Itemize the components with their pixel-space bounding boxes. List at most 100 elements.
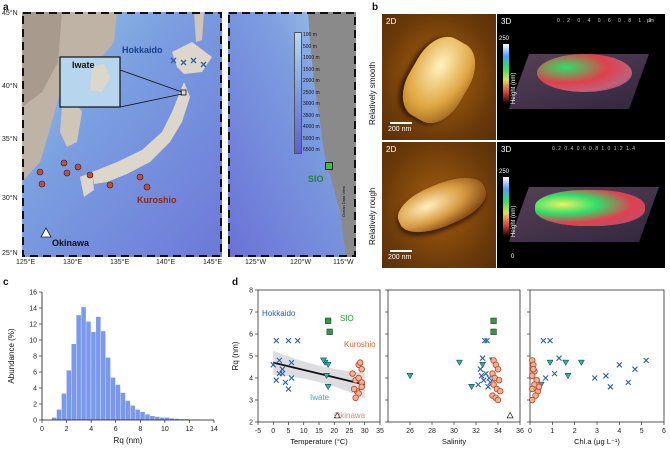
legend-iwate: Iwate [310,393,330,402]
depth-legend-labels: 100 m 500 m 1000 m 1500 m 2000 m 2500 m 3000 m… [303,32,320,153]
point-hokkaido [288,359,295,366]
scatter-y-label: Rq (nm) [231,341,240,370]
point-hokkaido [542,375,549,381]
cbar-max-1: 250 [499,36,510,42]
point-hokkaido [479,355,486,362]
point-hokkaido [285,337,292,344]
hist-bar [145,414,150,420]
hist-y-tick-label: 14 [29,306,37,313]
point-kuroshio [350,385,358,393]
bacterium-3d-rough [535,190,645,226]
scatter-x-tick-label: 10 [300,428,308,435]
scatter-x-tick-label: 28 [428,428,436,435]
scatter-x-tick-label: 0 [271,428,275,435]
map-label-sio: SIO [308,174,324,184]
height-colorbar-1 [503,44,509,104]
hist-x-tick-label: 14 [210,426,218,433]
hist-bar [81,307,86,420]
hist-y-tick-label: 4 [33,386,37,393]
point-hokkaido [276,370,283,377]
point-hokkaido [270,361,277,368]
lon-tick-115w: 115°W [333,259,354,266]
lon-tick-125e: 125°E [16,259,36,266]
bacterium-rough [391,168,493,242]
map-japan: Hokkaido Iwate Kuroshio Okinawa [22,12,222,257]
kuroshio-stations [36,159,151,191]
afm-2d-smooth: 2D 200 nm [382,14,496,140]
point-kuroshio [532,392,539,399]
hist-y-tick-label: 2 [33,402,37,409]
legend-okinawa: Okinawa [334,411,366,420]
scatter-x-tick-label: 25 [346,428,354,435]
point-hokkaido [643,357,650,364]
hist-x-tick-label: 8 [138,426,142,433]
scatter-y-tick-label: 3 [249,398,253,405]
panel-letter-d: d [232,277,239,288]
hist-bar [140,412,145,420]
point-hokkaido [279,366,286,373]
scatter-x-tick-label: 3 [595,428,599,435]
hist-bar [56,409,62,420]
scatter-x-tick-label: 30 [450,428,458,435]
scatter-x-tick-label: 32 [472,428,480,435]
point-kuroshio [356,359,364,366]
point-hokkaido [273,337,280,344]
scale-bar-1 [390,122,412,124]
point-sio [325,317,332,324]
hist-bar [125,400,131,420]
point-hokkaido [288,375,295,381]
point-kuroshio [529,372,536,379]
height-label-2: Height (nm) [511,205,517,237]
scale-bar-2 [390,250,412,252]
scatter-y-tick-label: 8 [249,288,253,295]
scatter-x-tick-label: 35 [376,428,384,435]
point-iwate [324,362,332,369]
legend-hokkaido: Hokkaido [262,309,296,318]
panel-letter-a: a [3,2,9,13]
afm-row1-label: Relatively smooth [368,61,377,125]
point-okinawa [333,411,341,419]
legend-sio: SIO [340,314,354,323]
hist-x-tick-label: 10 [161,426,169,433]
point-okinawa [506,411,514,419]
point-hokkaido [485,383,491,390]
scatter-x-tick-label: 5 [640,428,644,435]
afm-2d-tag-2: 2D [386,145,397,154]
point-hokkaido [632,366,638,373]
point-hokkaido [475,381,482,388]
panel-letter-c: c [3,277,9,288]
hist-x-tick-label: 6 [114,426,118,433]
trend-line [273,361,365,386]
afm-3d-smooth: 3D 250 Height (nm) 0.2 0.4 0.6 0.8 1.0 μ… [497,14,665,140]
scatter-x-tick-label: 0 [528,428,532,435]
hist-bar [96,316,101,420]
point-kuroshio [497,387,504,395]
map-label-iwate: Iwate [72,60,95,70]
point-hokkaido [282,379,289,386]
lon-tick-125w: 125°W [245,259,267,266]
bacterium-3d-smooth [537,54,632,92]
point-hokkaido [607,383,614,390]
point-hokkaido [616,361,623,368]
point-iwate [562,359,570,366]
scatter-frame-3 [529,289,665,423]
height-label-1: Height (nm) [511,72,517,104]
scatter-x-label-3: Chl.a (μg L⁻¹) [574,437,620,446]
map-california: SIO 100 m 500 m 1000 m 1500 m 2000 m 2500 m 30… [228,12,356,257]
hist-x-label: Rq (nm) [114,436,143,445]
lon-tick-135e: 135°E [110,259,130,266]
point-hokkaido [591,375,598,381]
lat-tick-40: 40°N [2,83,18,90]
scatter-y-tick-label: 5 [249,354,253,361]
point-hokkaido [477,366,484,373]
hist-bar [120,392,126,420]
hist-bar [86,321,91,420]
scatter-y-tick-label: 4 [249,376,253,383]
afm-3d-ticks-2: 0.2 0.4 0.6 0.8 1.0 1.2 1.4 [552,146,637,152]
scatter-x-tick-label: 30 [361,428,369,435]
legend-kuroshio: Kuroshio [344,340,376,349]
lon-tick-145e: 145°E [203,259,223,266]
hist-bar [159,417,165,420]
point-iwate [406,373,414,380]
sio-station [325,162,333,170]
